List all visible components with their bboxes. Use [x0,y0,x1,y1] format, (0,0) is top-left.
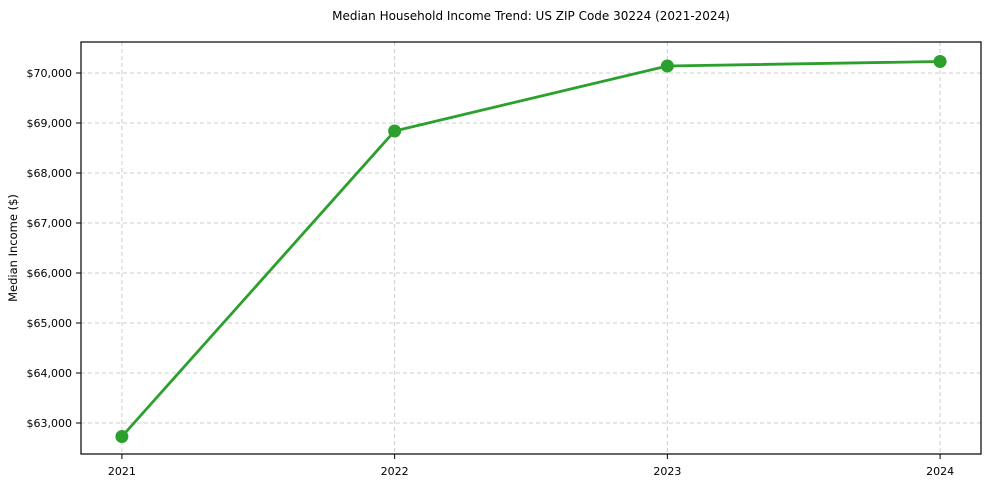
y-tick-label: $63,000 [27,417,73,430]
plot-border [80,41,982,455]
y-tick-label: $69,000 [27,117,73,130]
y-tick-label: $66,000 [27,267,73,280]
chart-layers: $63,000 $64,000 $65,000 $66,000 $67,000 $68,0… [27,41,982,478]
trend-line [120,60,942,438]
data-point-2023 [660,59,674,73]
x-tick-label: 2022 [381,465,409,478]
y-tick-label: $65,000 [27,317,73,330]
data-point-2022 [388,124,402,138]
x-tick-label: 2023 [653,465,681,478]
data-point-2024 [933,55,947,68]
y-axis-label: Median Income ($) [6,194,20,302]
x-tick-label: 2024 [926,465,954,478]
chart-title: Median Household Income Trend: US ZIP Co… [332,9,730,23]
y-tick-label: $68,000 [27,167,73,180]
y-tick-label: $70,000 [27,67,73,80]
y-tick-label: $67,000 [27,217,73,230]
data-point-2021 [115,430,129,443]
y-tick-label: $64,000 [27,367,73,380]
x-tick-label: 2021 [108,465,136,478]
